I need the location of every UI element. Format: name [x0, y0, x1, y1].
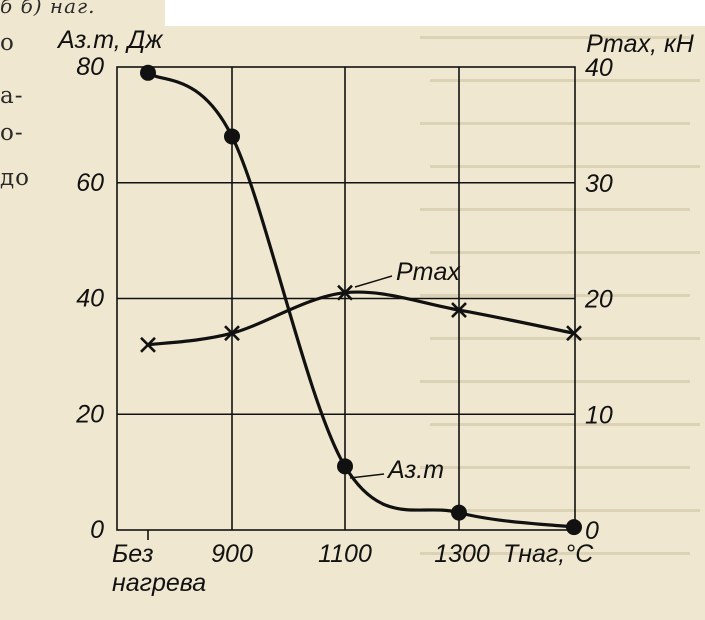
right-tick-label: 30: [585, 170, 613, 198]
x-category-label: 900: [211, 540, 253, 568]
scan-texture-line: [420, 36, 690, 39]
scan-texture-line: [420, 294, 690, 297]
data-point-stroke: [566, 325, 582, 342]
page-fragment-top: б б) наг.: [0, 0, 96, 18]
scan-texture-line: [430, 423, 700, 426]
data-point-stroke: [140, 336, 156, 353]
page-fragment-line-4: до: [0, 165, 31, 191]
right-tick-label: 0: [585, 517, 599, 545]
data-point: [566, 519, 582, 536]
series-label-leader: [354, 275, 393, 288]
scan-texture-line: [430, 79, 700, 82]
x-axis-title: Tнаг,°С: [503, 540, 594, 568]
scan-texture-line: [420, 552, 690, 555]
data-point-stroke: [337, 284, 353, 301]
scan-texture-line: [430, 509, 700, 512]
series-label: Pmax: [396, 258, 461, 286]
x-category-label: 1100: [318, 540, 372, 568]
page-top-margin: [165, 0, 705, 26]
data-point: [140, 64, 156, 81]
scan-texture-line: [420, 466, 690, 469]
page-fragment-line-1: о: [0, 30, 15, 56]
data-point: [224, 325, 240, 342]
data-point-stroke: [224, 325, 240, 342]
data-point: [451, 302, 467, 318]
scan-texture-line: [420, 380, 690, 383]
scan-texture-line: [430, 165, 700, 168]
page-fragment-line-2: а-: [0, 83, 24, 109]
series-line: [147, 290, 575, 347]
x-category-label: Без: [112, 540, 154, 568]
data-point: [451, 504, 467, 521]
x-category-label: 1300: [434, 540, 490, 568]
x-category-label: нагрева: [112, 569, 206, 597]
left-tick-label: 60: [76, 169, 104, 197]
left-tick-label: 80: [76, 53, 104, 81]
scan-texture-line: [430, 337, 700, 340]
left-axis-title: Aз.т, Дж: [56, 26, 164, 54]
series-line: [147, 71, 575, 529]
scan-texture-line: [420, 122, 690, 125]
scan-texture-line: [430, 251, 700, 254]
page-fragment-line-3: о-: [0, 120, 24, 146]
data-point: [337, 284, 353, 301]
right-tick-label: 40: [585, 54, 613, 82]
data-point-stroke: [451, 302, 467, 318]
right-tick-label: 10: [585, 401, 613, 429]
left-tick-label: 40: [76, 285, 104, 313]
data-point: [140, 336, 156, 353]
left-tick-label: 0: [90, 516, 104, 544]
left-tick-label: 20: [75, 400, 104, 428]
scan-texture-line: [420, 208, 690, 211]
data-point: [337, 458, 353, 475]
data-point: [566, 325, 582, 342]
data-point: [224, 128, 240, 145]
right-tick-label: 20: [584, 286, 613, 314]
series-label: Aз.т: [386, 456, 444, 484]
right-axis-title: Pmax, кН: [586, 30, 695, 58]
series-label-leader: [349, 473, 385, 479]
